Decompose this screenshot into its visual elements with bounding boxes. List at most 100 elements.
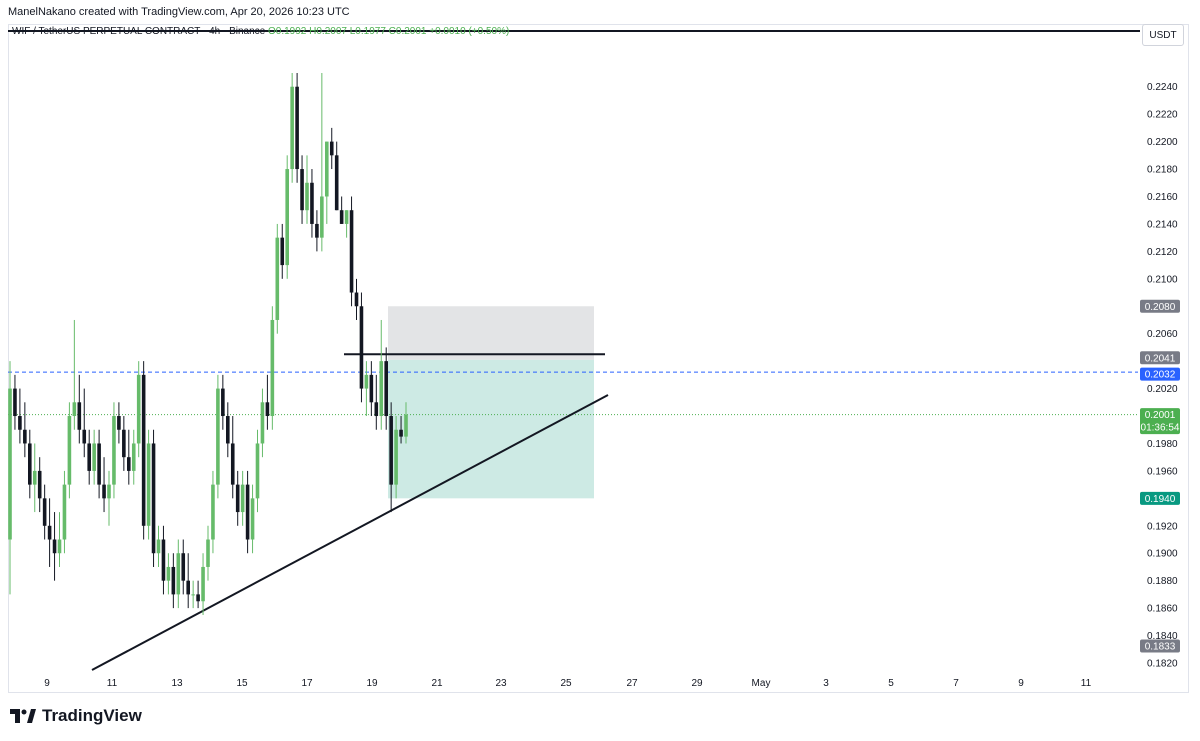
candle-body <box>181 553 186 581</box>
time-tick-label: 27 <box>626 678 638 689</box>
price-tag-label: 0.1833 <box>1145 642 1176 653</box>
price-tick-label: 0.1920 <box>1147 521 1178 532</box>
candle-body <box>290 86 294 170</box>
candle-body <box>255 443 260 499</box>
candle-body <box>315 223 319 238</box>
candle-body <box>300 169 304 211</box>
take-profit-zone <box>388 359 594 499</box>
time-tick-label: 3 <box>823 678 829 689</box>
time-tick-label: 9 <box>1018 678 1024 689</box>
candle-body <box>334 155 339 211</box>
candle-body <box>62 484 67 540</box>
price-tick-label: 0.2160 <box>1147 192 1178 203</box>
position-zones <box>388 306 594 499</box>
candle-body <box>77 402 82 430</box>
price-tick-label: 0.2060 <box>1147 329 1178 340</box>
price-tag <box>1140 408 1180 435</box>
tradingview-logo[interactable]: TradingView <box>10 706 142 726</box>
price-tick-label: 0.1820 <box>1147 659 1178 670</box>
change-value: +0.0010 (+0.50%) <box>429 26 510 37</box>
candle-body <box>112 416 116 485</box>
price-tag <box>1140 367 1180 381</box>
time-tick-label: 21 <box>431 678 443 689</box>
time-tick-label: 11 <box>1081 678 1092 689</box>
candle-body <box>32 470 37 485</box>
candle-body <box>171 566 176 595</box>
candle-body <box>57 539 62 554</box>
candle-body <box>250 498 255 540</box>
candle-body <box>201 566 205 602</box>
candle-body <box>206 539 210 567</box>
candle-body <box>374 402 379 417</box>
time-tick-label: 7 <box>953 678 959 689</box>
time-tick-label: 29 <box>691 678 703 689</box>
candle-body <box>82 429 87 444</box>
price-tick-label: 0.1860 <box>1147 604 1178 615</box>
candle-body <box>92 443 96 471</box>
candle-body <box>364 374 369 389</box>
candle-body <box>285 169 289 266</box>
candle-body <box>230 443 235 485</box>
candle-body <box>47 525 52 540</box>
symbol-name: WIF / TetherUS PERPETUAL CONTRACT · 4h ·… <box>12 26 266 37</box>
price-tick-label: 0.2220 <box>1147 110 1178 121</box>
candle-body <box>191 594 195 596</box>
candle-body <box>349 210 354 293</box>
candle-body <box>141 374 146 526</box>
candle-body <box>226 416 230 444</box>
candle-body <box>260 402 265 444</box>
price-tick-label: 0.2020 <box>1147 384 1178 395</box>
price-tick-label: 0.2240 <box>1147 82 1178 93</box>
candle-body <box>37 470 42 499</box>
candle-body <box>305 182 309 211</box>
candle-body <box>102 484 106 499</box>
countdown-label: 01:36:54 <box>1141 423 1180 434</box>
ohlc-values: O0.1992 H0.2007 L0.1977 C0.2001 <box>268 26 427 37</box>
support-trendline <box>91 394 609 671</box>
candle-body <box>136 374 141 444</box>
candle-body <box>310 182 314 224</box>
stop-loss-zone <box>388 306 594 360</box>
candle-body <box>156 539 161 554</box>
candle-body <box>122 429 126 458</box>
candle-body <box>72 402 77 417</box>
price-tick-label: 0.1900 <box>1147 549 1178 560</box>
currency-selector[interactable]: USDT <box>1142 24 1184 46</box>
candle-body <box>399 429 403 437</box>
price-tick-label: 0.2120 <box>1147 247 1178 258</box>
chart-frame <box>8 24 1189 693</box>
candle-body <box>151 443 156 554</box>
price-tag <box>1140 639 1180 653</box>
time-axis: 9 11 13 15 17 19 21 23 25 27 29 May 3 5 7 9 11 <box>44 678 1091 689</box>
time-tick-label: 11 <box>107 678 118 689</box>
candle-body <box>240 484 245 513</box>
candle-body <box>107 484 111 499</box>
candle-body <box>221 388 225 417</box>
time-tick-label: May <box>752 678 771 689</box>
time-tick-label: 13 <box>171 678 183 689</box>
price-tick-label: 0.2140 <box>1147 219 1178 230</box>
price-tick-label: 0.2100 <box>1147 274 1178 285</box>
candle-body <box>117 416 121 430</box>
candle-body <box>23 429 27 444</box>
candle-body <box>354 292 359 307</box>
candle-body <box>369 374 374 403</box>
price-axis: 0.2240 0.2220 0.2200 0.2180 0.2160 0.2140 0.21… <box>1147 82 1178 669</box>
candle-body <box>131 443 136 471</box>
chart-credit: ManelNakano created with TradingView.com… <box>8 6 350 18</box>
candle-body <box>235 484 240 513</box>
candle-body <box>146 443 151 526</box>
candle-body <box>18 416 22 430</box>
candle-body <box>196 594 200 602</box>
candle-body <box>344 210 349 224</box>
candle-body <box>270 319 275 417</box>
symbol-legend: WIF / TetherUS PERPETUAL CONTRACT · 4h ·… <box>12 26 509 37</box>
candle-body <box>275 237 280 320</box>
candle-body <box>295 86 299 170</box>
candle-body <box>52 539 57 554</box>
candle-body <box>320 196 324 238</box>
candle-body <box>216 388 220 485</box>
candle-body <box>339 210 344 224</box>
candle-body <box>389 416 393 485</box>
